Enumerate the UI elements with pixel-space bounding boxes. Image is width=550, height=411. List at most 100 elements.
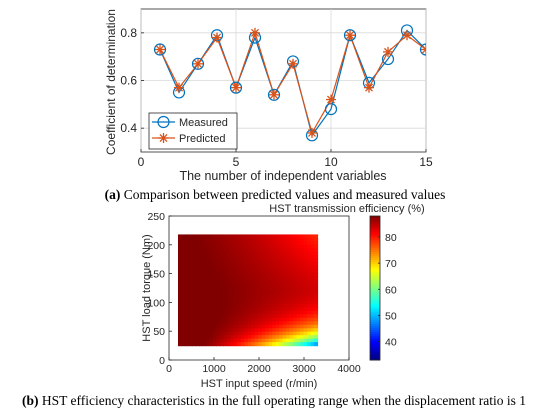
heatmap-cell xyxy=(268,283,273,288)
heatmap-cell xyxy=(216,265,221,270)
point-predicted xyxy=(174,82,184,93)
heatmap-cell xyxy=(191,290,197,295)
heatmap-cell xyxy=(275,241,280,246)
heatmap-cell xyxy=(303,317,308,322)
heatmap-cell xyxy=(286,272,291,277)
heatmap-cell xyxy=(219,241,224,246)
heatmap-cell xyxy=(254,237,259,242)
heatmap-cell xyxy=(300,269,305,274)
heatmap-cell xyxy=(279,300,284,305)
caption-b-label: (b) xyxy=(22,393,39,408)
heatmap-cell xyxy=(230,296,235,302)
heatmap-cell xyxy=(205,255,210,260)
heatmap-cell xyxy=(195,293,200,298)
heatmap-cell xyxy=(272,269,277,274)
heatmap-cell xyxy=(191,303,197,308)
chart-a-x-axis-label: The number of independent variables xyxy=(179,169,386,183)
heatmap-cell xyxy=(212,276,217,281)
heatmap-cell xyxy=(209,244,214,249)
legend-predicted-label: Predicted xyxy=(179,133,225,145)
heatmap-cell xyxy=(244,269,249,274)
heatmap-cell xyxy=(251,290,256,295)
heatmap-cell xyxy=(279,321,284,326)
heatmap-cell xyxy=(300,324,305,329)
colorbar-step xyxy=(370,356,380,359)
heatmap-cell xyxy=(219,307,224,312)
heatmap-cell xyxy=(303,321,308,326)
heatmap-cell xyxy=(258,251,263,256)
heatmap-cell xyxy=(282,335,287,340)
heatmap-cell xyxy=(205,269,210,274)
heatmap-cell xyxy=(191,286,197,291)
heatmap-cell xyxy=(226,262,231,267)
heatmap-cell xyxy=(296,265,301,270)
heatmap-cell xyxy=(233,331,238,336)
heatmap-cell xyxy=(303,303,308,308)
heatmap-cell xyxy=(226,342,231,347)
heatmap-cell xyxy=(191,328,197,333)
heatmap-cell xyxy=(237,307,242,312)
heatmap-cell xyxy=(289,300,294,305)
heatmap-cell xyxy=(216,251,221,256)
heatmap-cell xyxy=(310,338,315,343)
heatmap-cell xyxy=(268,290,273,295)
heatmap-cell xyxy=(219,293,224,298)
heatmap-cell xyxy=(223,286,228,291)
heatmap-cell xyxy=(296,324,301,329)
heatmap-cell xyxy=(258,290,263,295)
heatmap-cell xyxy=(237,248,242,253)
heatmap-cell xyxy=(184,269,190,274)
heatmap-cell xyxy=(233,342,238,347)
heatmap-cell xyxy=(275,307,280,312)
colorbar-step xyxy=(370,220,380,223)
heatmap-cell xyxy=(205,276,210,281)
point-predicted xyxy=(250,27,260,38)
heatmap-cell xyxy=(293,241,298,246)
heatmap-cell xyxy=(188,314,193,319)
heatmap-cell xyxy=(223,324,228,329)
heatmap-cell xyxy=(314,286,319,291)
heatmap-cell xyxy=(237,296,242,302)
heatmap-cell xyxy=(195,272,200,277)
heatmap-cell xyxy=(303,272,308,277)
heatmap-cell xyxy=(212,342,217,347)
heatmap-cell xyxy=(307,276,312,281)
heatmap-cell xyxy=(219,335,224,340)
heatmap-cell xyxy=(191,272,197,277)
point-predicted-stroke xyxy=(365,83,373,92)
heatmap-cell xyxy=(209,237,214,242)
heatmap-cell xyxy=(303,279,308,284)
colorbar-step xyxy=(370,238,380,241)
heatmap-cell xyxy=(237,234,242,239)
point-predicted xyxy=(212,32,222,43)
heatmap-cell xyxy=(178,303,183,308)
heatmap-cell xyxy=(202,307,207,312)
heatmap-cell xyxy=(202,248,207,253)
heatmap-cell xyxy=(268,303,273,308)
heatmap-cell xyxy=(300,255,305,260)
heatmap-cell xyxy=(202,262,207,267)
heatmap-cell xyxy=(300,296,305,302)
heatmap-cell xyxy=(219,317,224,322)
heatmap-cell xyxy=(303,241,308,246)
heatmap-cell xyxy=(188,283,193,288)
heatmap-cell xyxy=(247,234,252,239)
heatmap-cell xyxy=(286,279,291,284)
heatmap-cell xyxy=(282,237,287,242)
heatmap-cell xyxy=(289,303,294,308)
heatmap-cell xyxy=(233,296,238,302)
heatmap-cell xyxy=(178,296,183,302)
heatmap-cell xyxy=(240,324,245,329)
heatmap-cell xyxy=(237,293,242,298)
heatmap-cell xyxy=(296,255,301,260)
heatmap-cell xyxy=(296,234,301,239)
heatmap-cell xyxy=(184,300,190,305)
heatmap-cell xyxy=(279,234,284,239)
heatmap-cell xyxy=(314,272,319,277)
heatmap-cell xyxy=(310,328,315,333)
heatmap-cell xyxy=(198,258,204,263)
legend-star-glyph xyxy=(158,133,169,143)
x-tick-label: 1000 xyxy=(202,363,226,375)
heatmap-cell xyxy=(240,234,245,239)
heatmap-cell xyxy=(198,279,204,284)
